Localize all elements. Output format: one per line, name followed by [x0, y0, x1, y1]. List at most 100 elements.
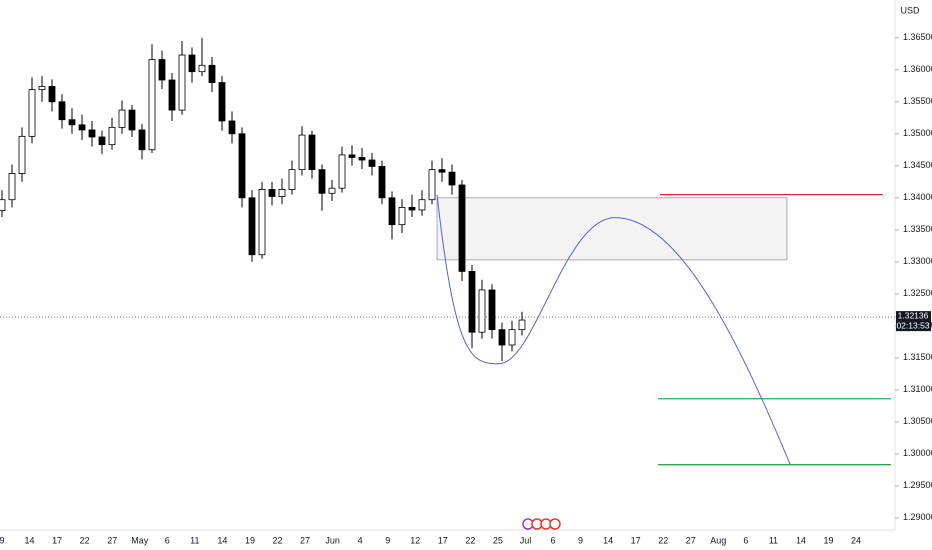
x-tick-label: Jul	[520, 535, 532, 545]
y-tick-label: 1.36500	[903, 32, 932, 42]
candle-body	[468, 271, 476, 333]
y-tick-label: 1.33500	[903, 224, 932, 234]
candle-body	[488, 289, 496, 331]
candle-body	[18, 135, 26, 174]
event-icons	[522, 518, 561, 530]
candle-body	[168, 79, 176, 111]
candle-body	[308, 134, 316, 171]
candle-body	[178, 54, 186, 111]
candle-body	[298, 134, 306, 171]
candle-body	[148, 59, 156, 151]
candle-body	[198, 64, 206, 73]
x-tick-label: Jun	[325, 535, 340, 545]
candle-body	[318, 169, 326, 194]
forecast-curve	[436, 194, 791, 465]
y-tick-label: 1.36000	[903, 64, 932, 74]
candle-body	[408, 206, 416, 211]
x-tick-label: 17	[52, 535, 62, 545]
candle-body	[108, 126, 116, 146]
candle-body	[358, 157, 366, 161]
candle-body	[238, 133, 246, 199]
candle-body	[388, 197, 396, 226]
x-tick-label: 22	[658, 535, 668, 545]
x-tick-label: 19	[823, 535, 833, 545]
event-icon	[549, 518, 561, 530]
x-tick-label: 22	[80, 535, 90, 545]
candle-body	[158, 59, 166, 81]
x-tick-label: 27	[300, 535, 310, 545]
candle-body	[418, 199, 426, 211]
x-tick-label: Aug	[710, 535, 726, 545]
candle-body	[338, 154, 346, 189]
candle-body	[78, 124, 86, 131]
candle-body	[208, 64, 216, 83]
y-tick-label: 1.34000	[903, 192, 932, 202]
candle-body	[478, 289, 486, 333]
y-tick-label: 1.33000	[903, 256, 932, 266]
x-tick-label: 25	[493, 535, 503, 545]
x-tick-label: 4	[358, 535, 363, 545]
candle-body	[438, 169, 446, 173]
x-tick-label: 14	[217, 535, 227, 545]
candle-body	[98, 136, 106, 146]
candle-body	[348, 154, 356, 158]
zone	[436, 197, 788, 261]
candle-body	[28, 89, 36, 137]
x-tick-label: 17	[438, 535, 448, 545]
x-tick-label: 9	[0, 535, 5, 545]
candle-body	[288, 169, 296, 190]
countdown: 02:13:53	[896, 320, 929, 330]
candle-body	[278, 189, 286, 197]
candle-body	[88, 129, 96, 138]
x-tick-label: 11	[769, 535, 778, 545]
candle-body	[428, 169, 436, 201]
y-tick-label: 1.31500	[903, 352, 932, 362]
candle-body	[368, 159, 376, 167]
candle-body	[458, 184, 466, 272]
candle-body	[48, 86, 56, 103]
y-tick-label: 1.30500	[903, 416, 932, 426]
y-tick-label: 1.31000	[903, 384, 932, 394]
y-tick-label: 1.30000	[903, 448, 932, 458]
x-tick-label: 27	[686, 535, 696, 545]
x-tick-label: 6	[550, 535, 555, 545]
candle-body	[508, 329, 516, 346]
candle-body	[518, 319, 526, 331]
x-tick-label: 24	[851, 535, 861, 545]
candle-body	[448, 171, 456, 186]
x-tick-label: May	[131, 535, 149, 545]
x-tick-label: 12	[410, 535, 420, 545]
candle-body	[268, 189, 276, 197]
current-price-label: 1.32136	[898, 310, 929, 320]
y-tick-label: 1.29000	[903, 512, 932, 522]
candle-body	[258, 189, 266, 256]
x-tick-label: 27	[107, 535, 117, 545]
candle-body	[0, 199, 6, 211]
candle-body	[38, 86, 46, 91]
candle-body	[68, 119, 76, 126]
candle-body	[248, 197, 256, 256]
x-tick-label: 14	[796, 535, 806, 545]
candle-body	[378, 166, 386, 199]
candle-body	[58, 101, 66, 121]
candle-body	[498, 329, 506, 346]
candle-body	[128, 109, 136, 131]
candle-body	[398, 206, 406, 226]
x-tick-label: 14	[25, 535, 35, 545]
candle-body	[138, 129, 146, 151]
x-tick-label: 17	[631, 535, 641, 545]
x-tick-label: 6	[743, 535, 748, 545]
x-tick-label: 22	[272, 535, 282, 545]
x-tick-label: 14	[603, 535, 613, 545]
x-tick-label: 11	[190, 535, 199, 545]
x-tick-label: 6	[165, 535, 170, 545]
candle-body	[118, 109, 126, 128]
y-tick-label: 1.29500	[903, 480, 932, 490]
x-tick-label: 9	[385, 535, 390, 545]
candle-body	[328, 187, 336, 194]
price-box	[896, 311, 931, 332]
x-tick-label: 22	[465, 535, 475, 545]
candle-body	[188, 54, 196, 73]
